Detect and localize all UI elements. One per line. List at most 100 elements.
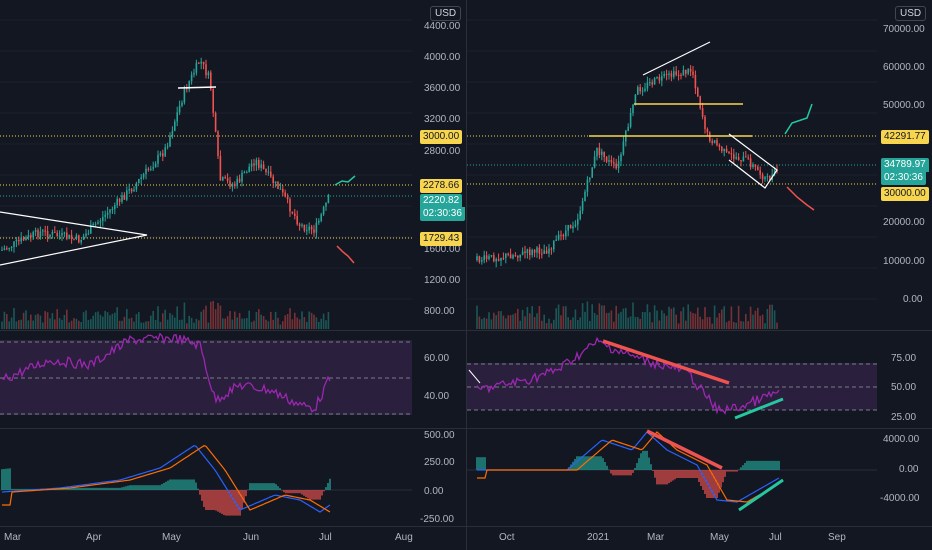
macd-histogram-bar [606, 465, 608, 470]
candle-body [565, 230, 567, 237]
macd-histogram-bar [113, 487, 115, 490]
candle-body [25, 237, 27, 241]
volume-bar [637, 317, 639, 329]
candle-body [318, 220, 320, 223]
macd-histogram-bar [692, 470, 694, 478]
macd-histogram-bar [690, 470, 692, 478]
candle-body [222, 177, 224, 181]
volume-bar [761, 314, 764, 329]
candle-body [591, 167, 593, 178]
time-axis-label: Mar [4, 532, 22, 543]
macd-histogram-bar [648, 457, 650, 470]
macd-histogram-bar [197, 488, 199, 490]
candle-body [557, 234, 560, 240]
macd-axis-label: 0.00 [424, 486, 444, 497]
volume-bar [296, 317, 298, 329]
volume-bar [248, 310, 250, 329]
macd-histogram-bar [313, 490, 315, 500]
volume-bar [8, 321, 10, 329]
macd-histogram-bar [658, 470, 660, 485]
volume-bar [668, 306, 670, 329]
volume-bar [531, 306, 533, 329]
eth-chart-canvas[interactable] [0, 0, 466, 550]
bearish-projection-arrow [336, 245, 355, 264]
candle-body [171, 130, 174, 136]
candle-body [205, 64, 207, 76]
candle-body [1, 249, 3, 251]
pane-divider[interactable] [467, 330, 932, 331]
pane-divider[interactable] [0, 330, 466, 331]
macd-histogram-bar [578, 456, 580, 470]
macd-histogram-bar [309, 490, 311, 500]
volume-bar [92, 315, 94, 329]
macd-histogram-bar [127, 485, 129, 490]
btc-chart-canvas[interactable] [467, 0, 932, 550]
macd-histogram-bar [580, 456, 582, 470]
candle-body [646, 82, 649, 89]
price-axis-label: 1200.00 [424, 275, 461, 286]
time-axis-divider [467, 526, 932, 527]
volume-bar [519, 320, 521, 329]
candle-body [586, 179, 589, 192]
eth-chart-pane[interactable]: USD 4400.00 4000.00 3600.00 3200.00 2800… [0, 0, 466, 550]
macd-histogram-bar [714, 470, 716, 498]
volume-bar [183, 302, 186, 329]
candle-body [327, 194, 330, 203]
currency-label[interactable]: USD [895, 6, 927, 21]
macd-histogram-bar [778, 460, 780, 470]
macd-histogram-bar [702, 470, 704, 490]
rsi-axis-label: 40.00 [424, 391, 450, 402]
macd-histogram-bar [301, 490, 303, 495]
volume-bar [495, 315, 497, 329]
volume-bar [258, 309, 260, 329]
volume-bar [310, 312, 313, 329]
pane-divider[interactable] [0, 428, 466, 429]
candle-body [721, 146, 723, 152]
candle-body [303, 224, 306, 231]
candle-body [584, 191, 586, 202]
candle-body [231, 183, 234, 187]
volume-bar [210, 301, 212, 329]
candle-body [195, 62, 198, 73]
volume-bar [589, 320, 591, 329]
volume-bar [25, 310, 27, 329]
volume-bar [749, 306, 752, 329]
macd-histogram-bar [9, 468, 11, 490]
macd-axis-label: 500.00 [424, 430, 455, 441]
candle-body [224, 177, 226, 179]
volume-bar [550, 323, 553, 329]
volume-bar [646, 304, 649, 329]
candle-body [68, 234, 70, 239]
time-axis-label: Jul [319, 532, 332, 543]
macd-histogram-bar [576, 456, 578, 470]
candle-body [152, 167, 154, 169]
candle-body [517, 255, 519, 258]
macd-histogram-bar [596, 456, 598, 470]
candle-body [286, 196, 289, 200]
volume-bar [687, 304, 689, 329]
macd-histogram-bar [287, 490, 289, 494]
macd-histogram-bar [736, 470, 738, 472]
volume-bar [78, 320, 80, 329]
macd-histogram-bar [706, 470, 708, 498]
volume-bar [500, 311, 502, 329]
candle-body [315, 222, 318, 233]
btc-chart-pane[interactable]: USD 70000.00 60000.00 50000.00 20000.00 … [466, 0, 932, 550]
currency-label[interactable]: USD [430, 6, 462, 21]
macd-histogram-bar [327, 482, 329, 490]
macd-histogram-bar [5, 468, 7, 490]
candle-body [613, 162, 615, 164]
macd-histogram-bar [590, 456, 592, 470]
pane-divider[interactable] [467, 428, 932, 429]
macd-histogram-bar [29, 488, 31, 490]
macd-histogram-bar [668, 470, 670, 484]
volume-bar [675, 314, 677, 329]
bullish-projection-arrow [784, 103, 813, 135]
candle-body [759, 170, 761, 175]
candle-body [514, 255, 517, 257]
volume-bar [548, 318, 550, 329]
candle-body [219, 156, 222, 181]
candle-body [634, 94, 637, 105]
candle-body [622, 141, 625, 155]
candle-body [241, 172, 243, 182]
